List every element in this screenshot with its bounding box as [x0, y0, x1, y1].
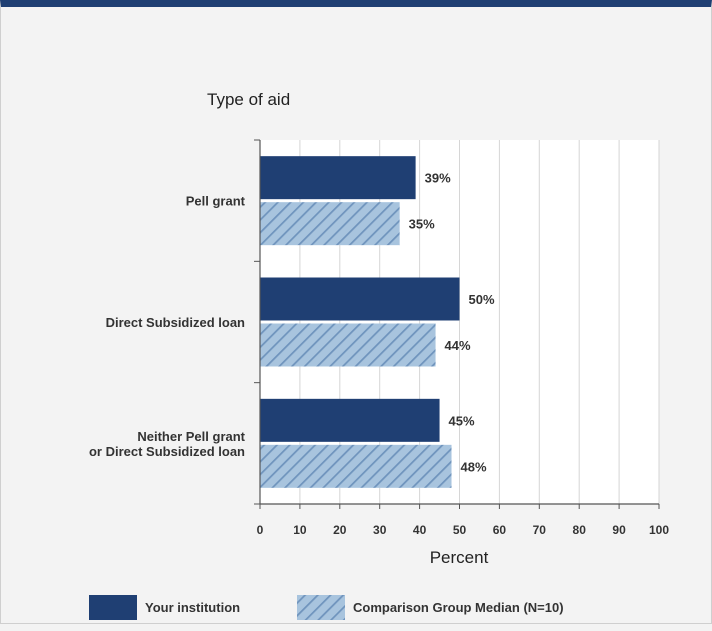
- y-axis-title: Type of aid: [207, 90, 290, 109]
- category-label: Neither Pell grant: [137, 429, 245, 444]
- legend-label-your-institution: Your institution: [145, 600, 240, 615]
- x-tick-labels: 0 10 20 30 40 50 60 70 80 90 100: [257, 523, 670, 537]
- data-label: 35%: [409, 217, 435, 232]
- bar-your-institution: [260, 156, 416, 200]
- category-labels: Pell grant Direct Subsidized loan Neither …: [89, 194, 246, 459]
- x-axis-title: Percent: [430, 548, 489, 567]
- bar-comparison-median: [260, 202, 400, 246]
- legend: Your institution Comparison Group Median…: [89, 595, 564, 620]
- bar-your-institution: [260, 277, 460, 321]
- category-label: Pell grant: [186, 194, 246, 209]
- category-label: Direct Subsidized loan: [106, 315, 245, 330]
- x-tick-label: 10: [293, 523, 307, 537]
- chart: Type of aid Pell grant Direct Subsidized …: [89, 90, 670, 620]
- x-tick-label: 60: [493, 523, 507, 537]
- bar-comparison-median: [260, 444, 452, 488]
- x-tick-label: 70: [533, 523, 547, 537]
- axes: [254, 139, 660, 509]
- x-tick-label: 0: [257, 523, 264, 537]
- bar-your-institution: [260, 398, 440, 442]
- bars: [260, 156, 460, 488]
- legend-label-comparison-median: Comparison Group Median (N=10): [353, 600, 564, 615]
- data-label: 50%: [469, 292, 495, 307]
- x-tick-label: 90: [612, 523, 626, 537]
- x-tick-label: 100: [649, 523, 669, 537]
- legend-swatch-your-institution: [89, 595, 137, 620]
- data-label: 39%: [425, 171, 451, 186]
- x-tick-label: 30: [373, 523, 387, 537]
- x-tick-label: 40: [413, 523, 427, 537]
- data-labels: 39% 35% 50% 44% 45% 48%: [409, 171, 495, 475]
- gridlines: [299, 140, 660, 504]
- data-label: 48%: [461, 459, 487, 474]
- data-label: 44%: [445, 338, 471, 353]
- x-tick-label: 20: [333, 523, 347, 537]
- bar-comparison-median: [260, 323, 436, 367]
- data-label: 45%: [449, 413, 475, 428]
- x-tick-label: 50: [453, 523, 467, 537]
- x-tick-label: 80: [573, 523, 587, 537]
- category-label: or Direct Subsidized loan: [89, 444, 245, 459]
- legend-swatch-comparison-median: [297, 595, 345, 620]
